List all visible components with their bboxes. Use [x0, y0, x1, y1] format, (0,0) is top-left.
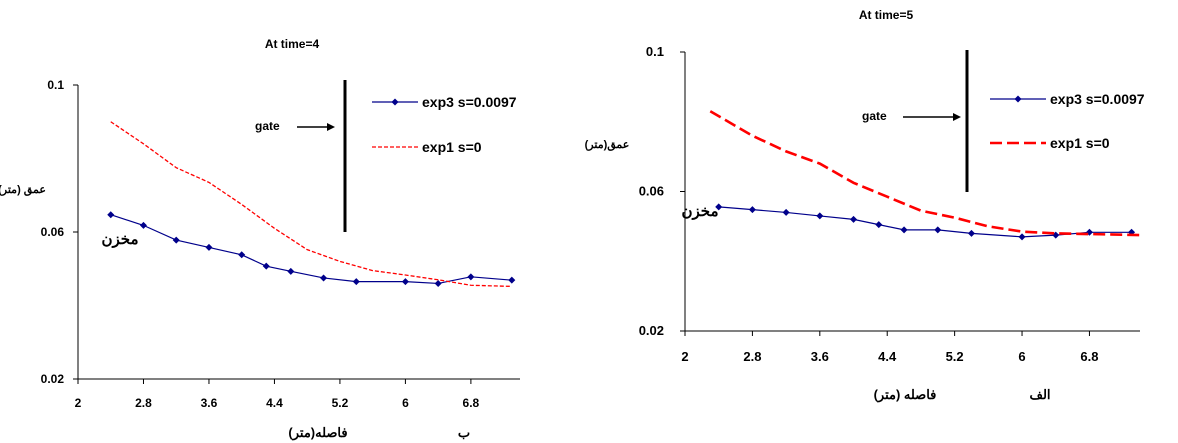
chart-panel-2: At time=5 0.02 0.06 0.1 2 2.8 3.6 4.4 5.2 6 6.8 عمق… [585, 8, 1145, 403]
y-tick-label: 0.1 [646, 44, 664, 59]
series-marker-1 [934, 226, 942, 234]
series-marker-1 [262, 262, 270, 270]
x-tick-label: 4.4 [878, 349, 897, 364]
series-marker-1 [172, 236, 180, 244]
panel-label: ب [458, 425, 470, 440]
y-tick-label: 0.06 [639, 184, 664, 199]
y-tick-label: 0.1 [47, 78, 64, 92]
series-marker-1 [967, 229, 975, 237]
x-tick-label: 6 [402, 396, 409, 410]
y-tick-label: 0.02 [639, 323, 664, 338]
x-tick-label: 2 [75, 396, 82, 410]
x-axis-label: فاصله (متر) [874, 387, 937, 403]
legend-label-2: exp1 s=0 [422, 139, 482, 155]
y-tick-label: 0.06 [41, 225, 65, 239]
series-marker-1 [715, 203, 723, 211]
series-marker-1 [748, 206, 756, 214]
chart-title: At time=4 [265, 37, 320, 51]
panel-label: الف [1029, 387, 1050, 402]
reservoir-annotation: مخزن [681, 203, 718, 220]
legend-label-1: exp3 s=0.0097 [1050, 91, 1145, 107]
legend-marker [391, 98, 399, 106]
series-marker-1 [287, 267, 295, 275]
chart-title: At time=5 [859, 8, 914, 22]
arrow-icon [327, 123, 335, 131]
legend-label-1: exp3 s=0.0097 [422, 94, 517, 110]
series-marker-1 [139, 221, 147, 229]
series-marker-1 [205, 243, 213, 251]
series-marker-1 [320, 274, 328, 282]
arrow-icon [953, 113, 961, 121]
chart-panel-1: At time=4 0.02 0.06 0.1 2 2.8 3.6 4.4 5.2 6 6.8 عمق… [0, 37, 520, 441]
x-tick-label: 6 [1018, 349, 1025, 364]
y-tick-label: 0.02 [41, 372, 65, 386]
series-line-1 [110, 214, 512, 285]
series-marker-1 [508, 276, 516, 284]
series-marker-1 [816, 212, 824, 220]
series-marker-1 [875, 221, 883, 229]
gate-label: gate [862, 109, 887, 123]
x-tick-label: 6.8 [463, 396, 480, 410]
series-line-2 [709, 110, 1141, 237]
series-marker-1 [782, 208, 790, 216]
x-tick-label: 3.6 [811, 349, 829, 364]
y-axis-label: عمق(متر) [585, 139, 630, 151]
series-marker-1 [900, 226, 908, 234]
x-tick-label: 3.6 [201, 396, 218, 410]
legend-marker [1014, 95, 1022, 103]
series-marker-1 [1018, 233, 1026, 241]
series-marker-1 [352, 278, 360, 286]
x-tick-label: 2.8 [743, 349, 761, 364]
x-tick-label: 6.8 [1080, 349, 1098, 364]
series-marker-1 [107, 211, 115, 219]
gate-label: gate [255, 119, 280, 133]
series-line-2 [110, 121, 512, 288]
x-axis-label: فاصله(متر) [288, 425, 347, 441]
legend-label-2: exp1 s=0 [1050, 135, 1110, 151]
reservoir-annotation: مخزن [101, 231, 138, 248]
x-tick-label: 5.2 [332, 396, 349, 410]
series-marker-1 [238, 251, 246, 259]
x-tick-label: 4.4 [266, 396, 283, 410]
series-marker-1 [467, 273, 475, 281]
series-marker-1 [401, 278, 409, 286]
series-marker-1 [434, 279, 442, 287]
x-tick-label: 2 [681, 349, 688, 364]
x-tick-label: 5.2 [946, 349, 964, 364]
series-marker-1 [850, 215, 858, 223]
y-axis-label: عمق (متر) [0, 184, 46, 196]
x-tick-label: 2.8 [135, 396, 152, 410]
